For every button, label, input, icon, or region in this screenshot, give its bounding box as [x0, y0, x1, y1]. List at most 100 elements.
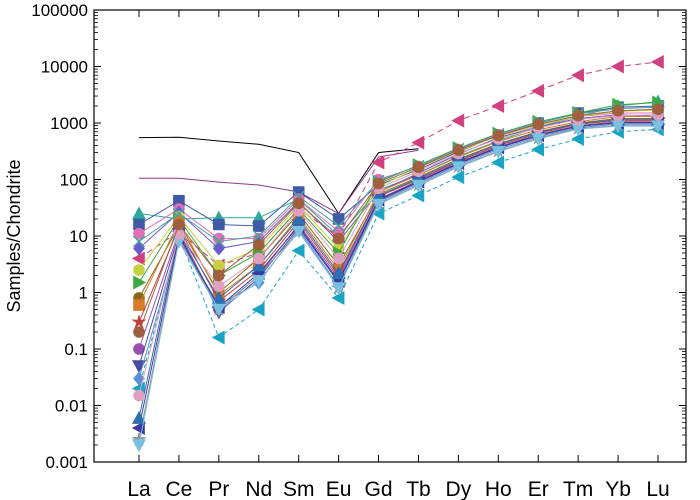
y-axis: 0.001 0.01 0.1 1 10 100 1000 10000 100000 — [31, 1, 686, 472]
data-point — [452, 144, 465, 157]
data-point — [131, 251, 145, 266]
series-line — [138, 61, 659, 267]
data-point — [332, 213, 345, 225]
x-category-label-tb: Tb — [406, 478, 431, 500]
series-line — [138, 114, 659, 250]
data-point — [133, 275, 147, 290]
series-line — [138, 119, 658, 419]
data-point — [211, 303, 226, 317]
data-point — [212, 235, 225, 248]
data-point — [131, 410, 147, 424]
data-point — [532, 118, 545, 131]
data-point — [291, 211, 306, 225]
data-point — [252, 220, 265, 232]
data-point — [133, 371, 145, 386]
x-category-label-la: La — [127, 478, 151, 500]
data-point — [251, 302, 265, 317]
y-tick-label: 0.1 — [64, 340, 88, 359]
x-category-label-nd: Nd — [245, 478, 272, 500]
data-point — [131, 439, 147, 453]
data-point — [332, 252, 345, 265]
data-point — [491, 98, 505, 113]
series-line — [138, 122, 658, 429]
data-point — [451, 113, 465, 128]
data-point — [132, 235, 146, 248]
y-axis-title: Samples/Chondrite — [4, 159, 24, 312]
data-point — [133, 264, 145, 276]
data-point — [133, 227, 145, 240]
data-point — [331, 290, 345, 305]
data-point — [213, 269, 225, 282]
data-point — [331, 282, 346, 296]
data-point — [451, 161, 466, 175]
x-category-label-pr: Pr — [208, 478, 229, 500]
data-point — [492, 129, 505, 142]
x-category-label-tm: Tm — [563, 478, 593, 500]
data-point — [451, 170, 465, 185]
data-point — [571, 68, 584, 83]
x-category-label-er: Er — [528, 478, 549, 500]
data-point — [211, 290, 226, 304]
y-tick-label: 100 — [60, 171, 88, 190]
series-line — [138, 109, 659, 271]
data-point — [572, 109, 584, 122]
y-tick-label: 10000 — [41, 58, 88, 77]
data-point — [652, 103, 664, 116]
data-point — [372, 177, 385, 190]
series-2 — [139, 149, 419, 215]
data-point — [252, 252, 265, 265]
data-point — [571, 132, 584, 147]
x-category-label-ce: Ce — [165, 478, 192, 500]
x-category-label-lu: Lu — [646, 478, 669, 500]
data-point — [213, 280, 225, 292]
series-line — [139, 149, 419, 215]
data-point — [411, 179, 426, 193]
y-tick-label: 0.001 — [45, 453, 88, 472]
data-point — [331, 266, 346, 279]
data-point — [412, 161, 425, 174]
series-line — [138, 114, 659, 396]
y-tick-label: 100000 — [31, 1, 88, 20]
data-point — [252, 229, 265, 243]
series-line — [138, 118, 658, 299]
x-category-label-ho: Ho — [485, 478, 512, 500]
data-point — [211, 330, 225, 345]
data-point — [332, 219, 345, 233]
series-20 — [131, 120, 666, 453]
series-line — [138, 106, 659, 243]
data-point — [291, 225, 306, 239]
data-point — [411, 188, 425, 203]
data-point — [251, 258, 266, 272]
y-tick-label: 1000 — [50, 114, 88, 133]
x-category-label-sm: Sm — [283, 478, 315, 500]
data-point — [133, 389, 145, 402]
data-point — [213, 218, 225, 231]
series-line — [138, 120, 658, 323]
data-point — [531, 83, 545, 98]
y-tick-label: 0.01 — [55, 397, 88, 416]
y-tick-label: 10 — [69, 227, 88, 246]
series-line — [138, 116, 658, 306]
data-point — [172, 207, 185, 220]
x-category-label-gd: Gd — [365, 478, 393, 500]
data-point — [371, 155, 385, 170]
data-point — [610, 59, 624, 74]
series-line — [138, 108, 659, 333]
data-point — [133, 299, 145, 311]
x-category-label-eu: Eu — [326, 478, 352, 500]
data-point — [251, 275, 266, 289]
data-point — [612, 104, 624, 117]
series-line — [138, 128, 659, 389]
data-point — [252, 238, 265, 251]
data-point — [411, 135, 425, 150]
data-point — [650, 120, 666, 134]
series-23 — [133, 103, 664, 338]
data-point — [650, 55, 664, 70]
data-point — [491, 155, 505, 170]
data-point — [531, 142, 545, 157]
x-category-label-dy: Dy — [446, 478, 472, 500]
data-point — [491, 145, 506, 159]
x-category-label-yb: Yb — [605, 478, 631, 500]
series-line — [138, 125, 658, 446]
